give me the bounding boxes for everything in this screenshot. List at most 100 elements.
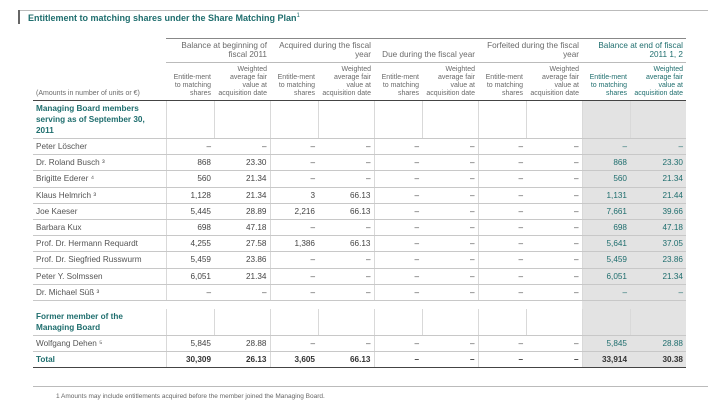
empty-cell [421,308,478,336]
empty-cell [581,308,630,336]
group-header: Forfeited during the fiscal year [478,38,582,63]
empty-cell [373,100,422,139]
value-cell: – [477,268,526,285]
table-title: Entitlement to matching shares under the… [28,13,300,23]
value-cell: 5,845 [165,335,214,353]
value-cell: 28.88 [214,335,270,353]
person-name: Dr. Michael Süß ³ [33,284,166,301]
col-entitlement: Entitle-ment to matching shares [270,62,318,101]
value-cell: – [269,268,318,285]
spacer-cell [478,300,526,309]
table-row: Joe Kaeser 5,445 28.89 2,216 66.13– – – –7,661 3… [33,203,686,220]
value-cell: – [373,219,422,237]
value-cell: 66.13 [318,351,374,369]
value-cell: – [269,335,318,353]
person-name: Peter Y. Solmssen [33,268,166,285]
value-cell: – [318,154,374,172]
value-cell: 698 [165,219,214,237]
value-cell: 5,845 [581,335,630,353]
value-cell: – [526,170,582,188]
col-entitlement: Entitle-ment to matching shares [478,62,526,101]
value-cell: – [318,138,374,156]
table-body: Managing Board members serving as of Sep… [33,100,686,369]
value-cell: – [526,138,582,156]
value-cell: – [422,268,478,285]
spacer-cell [374,300,422,309]
col-entitlement: Entitle-ment to matching shares [582,62,630,101]
value-cell: – [269,251,318,269]
value-cell: – [269,154,318,172]
value-cell: 66.13 [318,187,374,204]
value-cell: 21.34 [214,187,270,204]
title-marker [18,10,20,24]
value-cell: – [422,219,478,237]
table-row: Dr. Roland Busch ³ 868 23.30– – – – – –868 23.30 [33,154,686,172]
value-cell: – [526,187,582,204]
value-cell: – [422,170,478,188]
units-label: (Amounts in number of units or €) [33,62,166,101]
value-cell: – [526,219,582,237]
table-row: Barbara Kux 698 47.18– – – – – –698 47.18 [33,219,686,237]
value-cell: 868 [165,154,214,172]
empty-cell [525,100,582,139]
empty-cell [165,100,214,139]
value-cell: 39.66 [630,203,686,220]
person-name: Barbara Kux [33,219,166,237]
value-cell: – [373,268,422,285]
section-title: Managing Board members serving as of Sep… [33,100,166,139]
matching-shares-table: Balance at beginning of fiscal 2011 Acqu… [33,38,686,369]
value-cell: – [373,154,422,172]
person-name: Joe Kaeser [33,203,166,220]
value-cell: – [477,335,526,353]
footnote-divider [33,386,708,387]
table-row: Prof. Dr. Hermann Requardt 4,255 27.58 1,38… [33,235,686,253]
value-cell: – [422,235,478,253]
table-row: Prof. Dr. Siegfried Russwurm 5,459 23.86– –… [33,251,686,269]
empty-cell [213,100,270,139]
value-cell: – [477,154,526,172]
value-cell: – [477,235,526,253]
value-cell: 33,914 [581,351,630,369]
col-weighted: Weighted average fair value at acquisiti… [526,62,582,101]
value-cell: 4,255 [165,235,214,253]
value-cell: – [422,284,478,301]
person-name: Dr. Roland Busch ³ [33,154,166,172]
value-cell: – [269,284,318,301]
table-row: Peter Y. Solmssen 6,051 21.34– – – – – –6,051 21… [33,268,686,285]
value-cell: – [422,138,478,156]
footnote: 1 Amounts may include entitlements acqui… [56,393,325,400]
value-cell: – [477,138,526,156]
value-cell: 1,386 [269,235,318,253]
value-cell: – [373,138,422,156]
value-cell: – [477,170,526,188]
spacer-cell [422,300,478,309]
value-cell: 5,459 [581,251,630,269]
value-cell: – [526,251,582,269]
empty-cell [421,100,478,139]
col-weighted: Weighted average fair value at acquisiti… [318,62,374,101]
value-cell: 6,051 [581,268,630,285]
empty-cell [581,100,630,139]
group-header: Balance at end of fiscal 2011 1, 2 [582,38,686,63]
value-cell: 698 [581,219,630,237]
value-cell: – [477,187,526,204]
value-cell: – [526,335,582,353]
value-cell: – [318,335,374,353]
value-cell: – [318,251,374,269]
person-name: Brigitte Ederer ⁴ [33,170,166,188]
col-weighted: Weighted average fair value at acquisiti… [422,62,478,101]
value-cell: – [373,170,422,188]
person-name: Klaus Helmrich ³ [33,187,166,204]
value-cell: – [630,284,686,301]
value-cell: 47.18 [214,219,270,237]
value-cell: – [318,268,374,285]
value-cell: 5,641 [581,235,630,253]
person-name: Wolfgang Dehen ⁵ [33,335,166,353]
spacer-cell [214,300,270,309]
empty-cell [213,308,270,336]
empty-cell [373,308,422,336]
value-cell: 7,661 [581,203,630,220]
value-cell: – [630,138,686,156]
value-cell: – [526,268,582,285]
value-cell: – [422,335,478,353]
